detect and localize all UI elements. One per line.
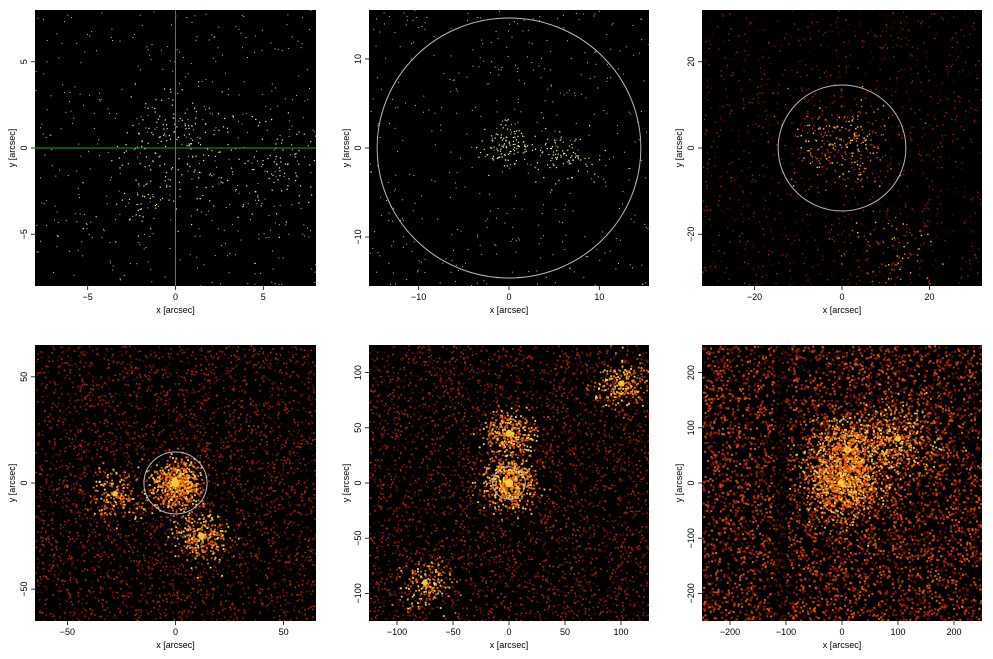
extraction-circle xyxy=(376,17,642,279)
x-tick-label: −100 xyxy=(387,627,407,637)
chart-panel: −200 −100 0 100 200 −200 −100 0 100 200 x [arcsec]… xyxy=(674,345,982,650)
y-tick-label: −200 xyxy=(686,583,696,603)
image-texture xyxy=(702,10,982,286)
extraction-circle xyxy=(777,84,907,212)
y-tick-label: −50 xyxy=(353,531,363,546)
image-texture xyxy=(35,10,316,286)
x-tick-label: 100 xyxy=(890,627,905,637)
x-tick-label: 0 xyxy=(173,627,178,637)
x-tick-label: 0 xyxy=(839,292,844,302)
y-axis-label: y [arcsec] xyxy=(7,464,17,503)
y-tick-label: −20 xyxy=(686,227,696,242)
y-tick-label: −50 xyxy=(19,582,29,597)
y-tick-label: 0 xyxy=(686,145,696,150)
extraction-circle xyxy=(143,451,208,515)
x-tick-label: 0 xyxy=(506,292,511,302)
x-tick-label: −100 xyxy=(776,627,796,637)
plot-area xyxy=(369,10,649,286)
x-tick-label: −50 xyxy=(445,627,460,637)
y-tick-label: 0 xyxy=(353,480,363,485)
x-tick-label: 50 xyxy=(560,627,570,637)
y-tick-label: −5 xyxy=(19,229,29,239)
y-tick-label: 5 xyxy=(19,59,29,64)
y-axis-label: y [arcsec] xyxy=(674,464,684,503)
x-tick-label: 5 xyxy=(261,292,266,302)
x-axis-label: x [arcsec] xyxy=(156,640,195,650)
x-tick-label: −5 xyxy=(83,292,93,302)
x-axis-label: x [arcsec] xyxy=(490,640,529,650)
y-tick-label: −10 xyxy=(353,229,363,244)
x-tick-label: 20 xyxy=(924,292,934,302)
y-tick-label: −100 xyxy=(353,583,363,603)
x-tick-label: −10 xyxy=(411,292,426,302)
y-tick-label: 0 xyxy=(686,480,696,485)
chart-panel: −50 0 50 −50 0 50 x [arcsec] y [arcsec] xyxy=(7,345,316,650)
y-tick-label: 10 xyxy=(353,54,363,64)
x-tick-label: 50 xyxy=(279,627,289,637)
chart-panel: −5 0 5 −5 0 5 x [arcsec] y [arcsec] xyxy=(7,10,316,315)
extraction-circle xyxy=(492,466,526,500)
y-axis-label: y [arcsec] xyxy=(341,464,351,503)
y-axis-label: y [arcsec] xyxy=(7,129,17,168)
x-tick-label: 100 xyxy=(613,627,628,637)
y-tick-label: 50 xyxy=(19,372,29,382)
y-tick-label: 0 xyxy=(19,480,29,485)
y-tick-label: 100 xyxy=(686,420,696,435)
y-axis-label: y [arcsec] xyxy=(341,129,351,168)
x-tick-label: 10 xyxy=(594,292,604,302)
y-tick-label: 0 xyxy=(19,145,29,150)
x-tick-label: −200 xyxy=(720,627,740,637)
x-axis-label: x [arcsec] xyxy=(490,305,529,315)
chart-panel: −100 −50 0 50 100 −100 −50 0 50 100 x [arcsec] y [a… xyxy=(341,345,649,650)
x-tick-label: 0 xyxy=(506,627,511,637)
x-tick-label: 0 xyxy=(839,627,844,637)
y-tick-label: 20 xyxy=(686,57,696,67)
y-tick-label: 0 xyxy=(353,145,363,150)
chart-panel: −10 0 10 −10 0 10 x [arcsec] y [arcsec] xyxy=(341,10,649,315)
x-tick-label: 200 xyxy=(946,627,961,637)
image-texture xyxy=(369,10,649,286)
y-tick-label: 200 xyxy=(686,365,696,380)
y-axis-label: y [arcsec] xyxy=(674,129,684,168)
x-axis-label: x [arcsec] xyxy=(823,305,862,315)
x-tick-label: −20 xyxy=(747,292,762,302)
y-tick-label: 100 xyxy=(353,365,363,380)
image-texture xyxy=(369,345,649,621)
image-texture xyxy=(35,345,316,621)
x-tick-label: −50 xyxy=(60,627,75,637)
image-texture xyxy=(702,345,982,621)
x-tick-label: 0 xyxy=(173,292,178,302)
y-tick-label: −100 xyxy=(686,528,696,548)
y-tick-label: 50 xyxy=(353,423,363,433)
chart-panel: −20 0 20 −20 0 20 x [arcsec] y [arcsec] xyxy=(674,10,982,315)
x-axis-label: x [arcsec] xyxy=(156,305,195,315)
x-axis-label: x [arcsec] xyxy=(823,640,862,650)
